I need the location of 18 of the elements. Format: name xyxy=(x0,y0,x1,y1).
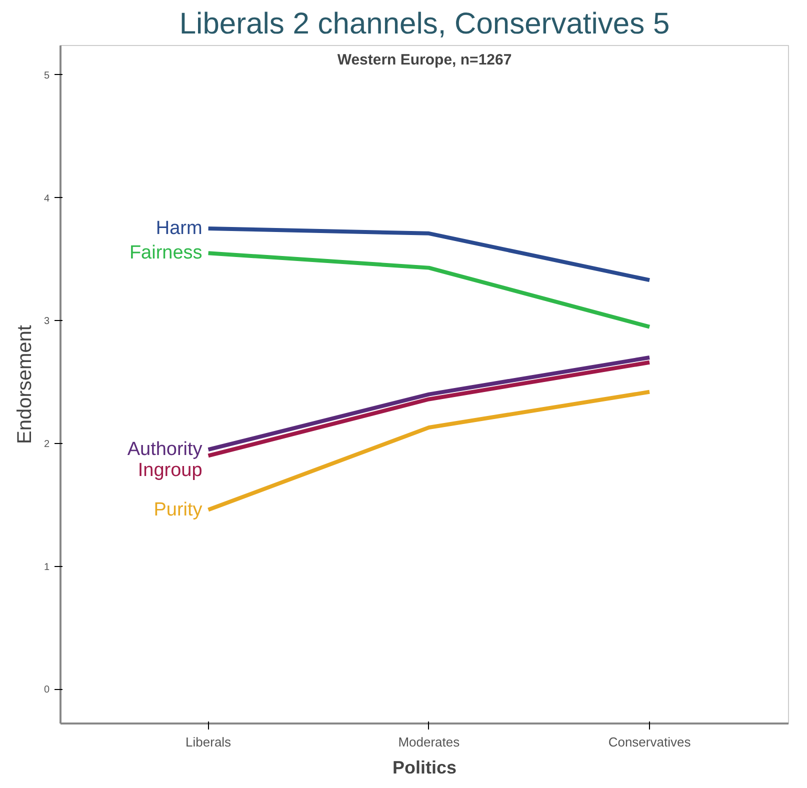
text: Western Europe, n=1267 xyxy=(337,52,512,68)
y-tick-label: 4 xyxy=(44,193,50,204)
series-label: Harm xyxy=(156,218,202,240)
y-tick-label: 0 xyxy=(44,684,50,696)
series-label: Fairness xyxy=(129,242,202,264)
series-label: Purity xyxy=(154,499,203,520)
y-tick-label: 1 xyxy=(44,562,50,573)
y-tick-label: 3 xyxy=(44,316,50,328)
chart-title: Liberals 2 channels, Conservatives 5 xyxy=(179,8,670,40)
x-tick-label: Moderates xyxy=(398,734,460,750)
x-axis-title: Politics xyxy=(392,758,457,778)
y-axis-title: Endorsement xyxy=(14,324,36,444)
x-tick-label: Conservatives xyxy=(608,734,692,750)
x-tick-label: Liberals xyxy=(186,734,232,750)
series-label: Authority xyxy=(127,439,203,460)
series-label: Ingroup xyxy=(138,460,202,481)
y-tick-label: 5 xyxy=(44,70,50,82)
y-tick-label: 2 xyxy=(44,438,50,450)
